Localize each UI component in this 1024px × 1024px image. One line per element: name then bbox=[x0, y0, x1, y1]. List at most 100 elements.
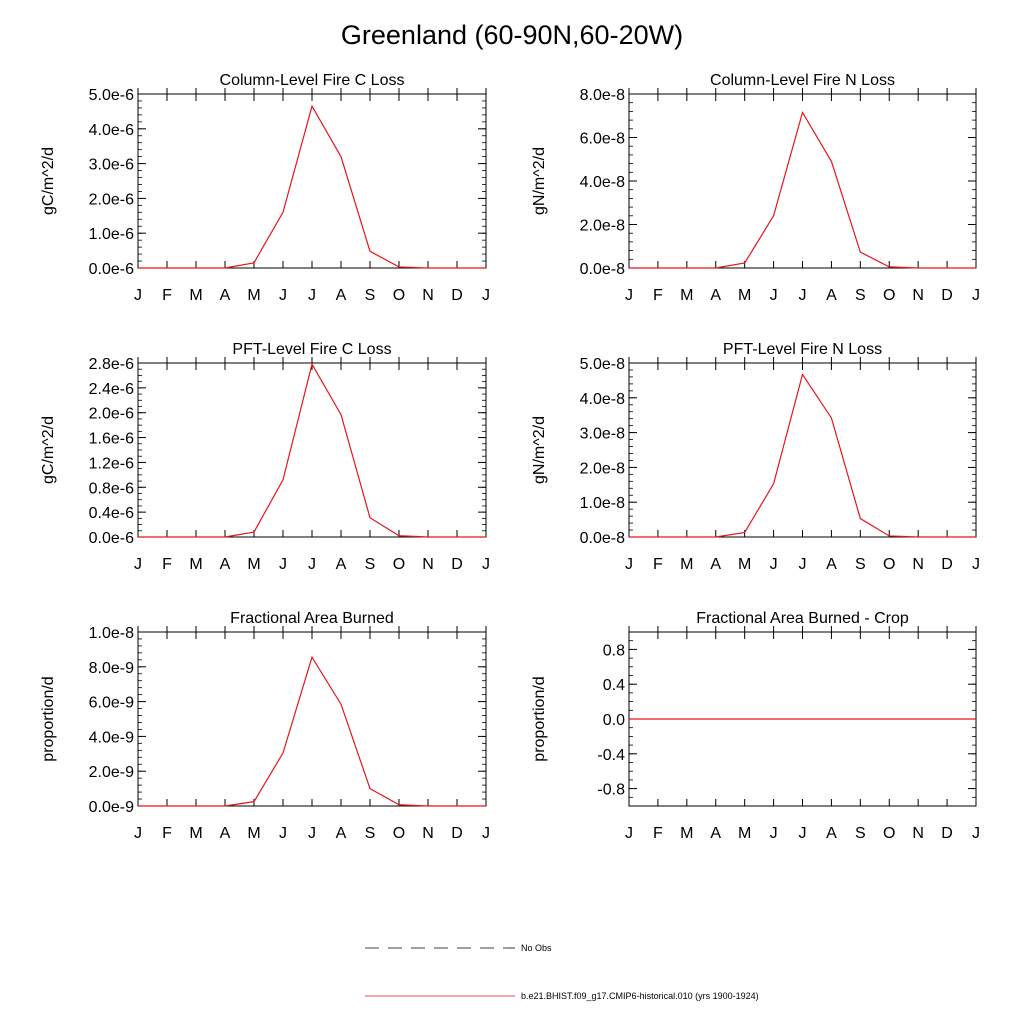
x-tick-label: A bbox=[336, 287, 347, 304]
x-tick-label: O bbox=[393, 287, 405, 304]
x-tick-label: M bbox=[680, 556, 693, 573]
x-tick-label: J bbox=[279, 556, 287, 573]
y-tick-label: 3.0e-8 bbox=[580, 426, 625, 443]
x-tick-label: D bbox=[451, 825, 463, 842]
x-tick-label: J bbox=[482, 556, 490, 573]
y-tick-label: 4.0e-8 bbox=[580, 174, 625, 191]
x-tick-label: J bbox=[770, 825, 778, 842]
x-tick-label: A bbox=[826, 287, 837, 304]
y-axis-label: gN/m^2/d bbox=[531, 147, 548, 215]
x-tick-label: S bbox=[855, 556, 866, 573]
y-tick-label: 5.0e-6 bbox=[89, 87, 134, 104]
x-tick-label: A bbox=[220, 825, 231, 842]
x-tick-label: F bbox=[162, 287, 172, 304]
x-tick-label: F bbox=[653, 556, 663, 573]
y-tick-label: 0.8e-6 bbox=[89, 480, 134, 497]
x-tick-label: N bbox=[912, 556, 924, 573]
y-tick-label: 2.0e-6 bbox=[89, 191, 134, 208]
x-tick-label: N bbox=[422, 556, 434, 573]
x-tick-label: N bbox=[912, 287, 924, 304]
x-tick-label: M bbox=[189, 287, 202, 304]
y-tick-label: 8.0e-8 bbox=[580, 87, 625, 104]
legend: No Obs b.e21.BHIST.f09_g17.CMIP6-histori… bbox=[365, 943, 759, 1001]
y-tick-label: 4.0e-9 bbox=[89, 729, 134, 746]
x-tick-label: J bbox=[279, 287, 287, 304]
y-tick-label: 3.0e-6 bbox=[89, 157, 134, 174]
y-tick-label: 1.6e-6 bbox=[89, 431, 134, 448]
x-tick-label: A bbox=[826, 825, 837, 842]
panel-title: Column-Level Fire N Loss bbox=[710, 72, 895, 89]
series-line bbox=[629, 373, 976, 538]
y-tick-label: 0.4 bbox=[603, 677, 625, 694]
y-tick-label: 2.4e-6 bbox=[89, 381, 134, 398]
plot-frame bbox=[137, 93, 487, 269]
x-tick-label: M bbox=[189, 556, 202, 573]
x-tick-label: J bbox=[308, 825, 316, 842]
y-axis-label: gN/m^2/d bbox=[531, 416, 548, 484]
x-tick-label: F bbox=[162, 825, 172, 842]
x-tick-label: O bbox=[883, 556, 895, 573]
x-tick-label: J bbox=[799, 825, 807, 842]
legend-label-model: b.e21.BHIST.f09_g17.CMIP6-historical.010… bbox=[521, 991, 759, 1001]
x-tick-label: J bbox=[134, 287, 142, 304]
x-tick-label: J bbox=[770, 556, 778, 573]
y-tick-label: 1.0e-8 bbox=[580, 495, 625, 512]
x-tick-label: N bbox=[422, 825, 434, 842]
plot-frame bbox=[137, 362, 487, 538]
y-tick-label: 1.2e-6 bbox=[89, 455, 134, 472]
x-tick-label: A bbox=[710, 556, 721, 573]
x-tick-label: F bbox=[653, 825, 663, 842]
panel-title: Fractional Area Burned - Crop bbox=[696, 610, 909, 627]
y-tick-label: 4.0e-6 bbox=[89, 122, 134, 139]
x-tick-label: S bbox=[365, 287, 376, 304]
x-tick-label: S bbox=[365, 825, 376, 842]
x-tick-label: J bbox=[972, 825, 980, 842]
panel-title: Fractional Area Burned bbox=[230, 610, 394, 627]
x-tick-label: M bbox=[738, 825, 751, 842]
x-tick-label: A bbox=[220, 287, 231, 304]
x-tick-label: J bbox=[799, 556, 807, 573]
x-tick-label: A bbox=[826, 556, 837, 573]
y-tick-label: 0.0e-6 bbox=[89, 261, 134, 278]
x-tick-label: S bbox=[855, 287, 866, 304]
x-tick-label: M bbox=[189, 825, 202, 842]
x-tick-label: D bbox=[941, 556, 953, 573]
y-tick-label: 0.0e-6 bbox=[89, 530, 134, 547]
x-tick-label: S bbox=[365, 556, 376, 573]
x-tick-label: O bbox=[883, 825, 895, 842]
x-tick-label: F bbox=[653, 287, 663, 304]
x-tick-label: N bbox=[422, 287, 434, 304]
x-tick-label: M bbox=[247, 556, 260, 573]
y-tick-label: 8.0e-9 bbox=[89, 660, 134, 677]
x-tick-label: A bbox=[336, 556, 347, 573]
x-tick-label: M bbox=[247, 825, 260, 842]
x-tick-label: J bbox=[799, 287, 807, 304]
x-tick-label: D bbox=[451, 287, 463, 304]
x-tick-label: J bbox=[972, 556, 980, 573]
y-tick-label: 1.0e-6 bbox=[89, 226, 134, 243]
plot-frame bbox=[628, 362, 977, 538]
x-tick-label: A bbox=[336, 825, 347, 842]
x-tick-label: J bbox=[625, 287, 633, 304]
x-tick-label: A bbox=[710, 287, 721, 304]
x-tick-label: M bbox=[680, 825, 693, 842]
x-tick-label: D bbox=[451, 556, 463, 573]
x-tick-label: A bbox=[220, 556, 231, 573]
y-tick-label: 4.0e-8 bbox=[580, 391, 625, 408]
x-tick-label: N bbox=[912, 825, 924, 842]
x-tick-label: O bbox=[393, 556, 405, 573]
y-tick-label: 0.0e-8 bbox=[580, 530, 625, 547]
series-line bbox=[629, 110, 976, 269]
x-tick-label: S bbox=[855, 825, 866, 842]
x-tick-label: M bbox=[680, 287, 693, 304]
panel-title: PFT-Level Fire C Loss bbox=[232, 341, 391, 358]
y-tick-label: 2.0e-9 bbox=[89, 764, 134, 781]
x-tick-label: A bbox=[710, 825, 721, 842]
